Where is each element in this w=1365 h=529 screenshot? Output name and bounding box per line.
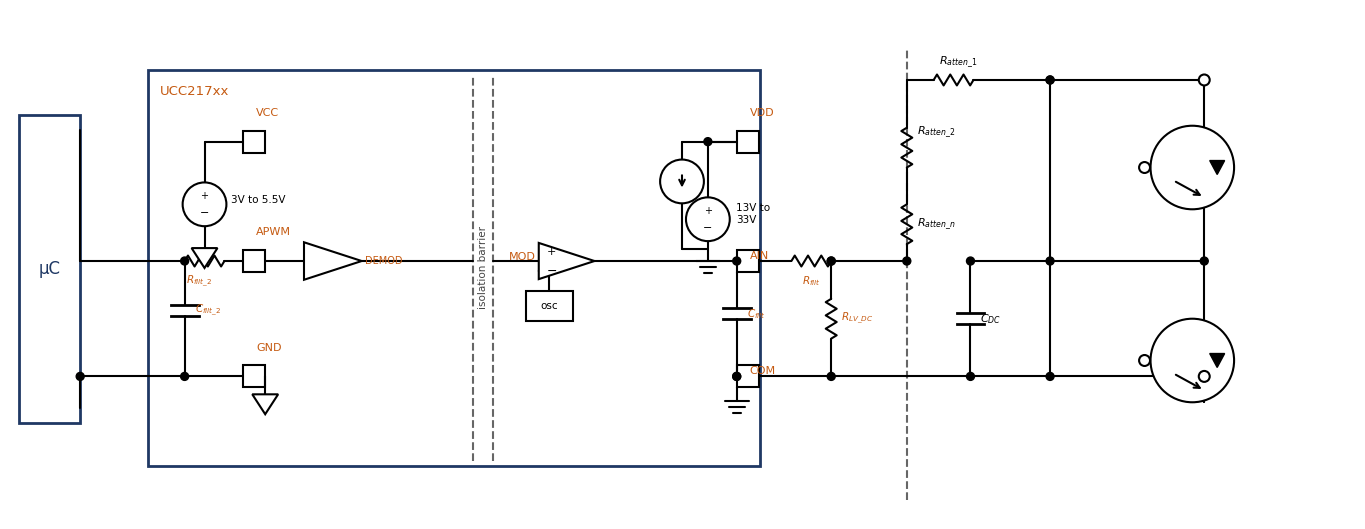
Text: −: −: [703, 223, 713, 233]
FancyBboxPatch shape: [19, 115, 81, 423]
Circle shape: [687, 197, 730, 241]
Text: 3V to 5.5V: 3V to 5.5V: [232, 195, 285, 205]
Text: $C_{filt}$: $C_{filt}$: [747, 307, 766, 321]
Text: VDD: VDD: [749, 108, 774, 118]
Polygon shape: [191, 248, 217, 268]
FancyBboxPatch shape: [243, 366, 265, 387]
Circle shape: [661, 160, 704, 203]
Text: $C_{DC}$: $C_{DC}$: [980, 312, 1002, 326]
Circle shape: [1200, 76, 1208, 84]
FancyBboxPatch shape: [147, 70, 759, 466]
Text: MOD: MOD: [509, 252, 536, 262]
Circle shape: [1198, 75, 1209, 86]
Text: $C_{filt\_2}$: $C_{filt\_2}$: [195, 303, 221, 318]
FancyBboxPatch shape: [526, 291, 572, 321]
Circle shape: [1200, 257, 1208, 265]
Circle shape: [966, 257, 975, 265]
Text: −: −: [546, 264, 557, 278]
Circle shape: [704, 138, 711, 145]
FancyBboxPatch shape: [243, 131, 265, 152]
Text: $R_{atten\_n}$: $R_{atten\_n}$: [917, 216, 956, 232]
Text: +: +: [704, 206, 713, 216]
FancyBboxPatch shape: [737, 131, 759, 152]
Text: $R_{atten\_1}$: $R_{atten\_1}$: [939, 54, 977, 70]
Circle shape: [183, 183, 227, 226]
Text: AIN: AIN: [749, 251, 768, 261]
Circle shape: [180, 372, 188, 380]
Circle shape: [733, 372, 741, 380]
Circle shape: [1046, 372, 1054, 380]
Circle shape: [1198, 371, 1209, 382]
Text: APWM: APWM: [257, 227, 291, 237]
Circle shape: [733, 372, 741, 380]
Text: DEMOD: DEMOD: [364, 256, 403, 266]
Circle shape: [827, 257, 835, 265]
Polygon shape: [1209, 353, 1224, 368]
Text: μC: μC: [38, 260, 60, 278]
Circle shape: [1151, 126, 1234, 209]
FancyBboxPatch shape: [737, 366, 759, 387]
Polygon shape: [539, 243, 595, 279]
Text: $R_{atten\_2}$: $R_{atten\_2}$: [917, 125, 956, 140]
Text: COM: COM: [749, 367, 775, 377]
Text: isolation barrier: isolation barrier: [478, 226, 489, 309]
Text: +: +: [201, 191, 209, 201]
Circle shape: [733, 257, 741, 265]
Text: +: +: [547, 247, 557, 257]
Text: $R_{LV\_DC}$: $R_{LV\_DC}$: [841, 311, 874, 326]
Circle shape: [966, 372, 975, 380]
Circle shape: [76, 372, 85, 380]
Text: osc: osc: [541, 301, 558, 311]
Circle shape: [902, 257, 910, 265]
FancyBboxPatch shape: [243, 250, 265, 272]
Circle shape: [1138, 355, 1151, 366]
Circle shape: [1151, 318, 1234, 402]
Text: −: −: [199, 208, 209, 217]
Circle shape: [827, 372, 835, 380]
Circle shape: [1046, 76, 1054, 84]
Text: GND: GND: [257, 343, 281, 352]
Polygon shape: [253, 394, 278, 414]
FancyBboxPatch shape: [737, 250, 759, 272]
Polygon shape: [1209, 160, 1224, 175]
Circle shape: [180, 257, 188, 265]
Text: 13V to
33V: 13V to 33V: [736, 204, 770, 225]
Circle shape: [1046, 257, 1054, 265]
Polygon shape: [304, 242, 362, 280]
Circle shape: [827, 257, 835, 265]
Text: VCC: VCC: [257, 108, 280, 118]
Circle shape: [1138, 162, 1151, 173]
Text: UCC217xx: UCC217xx: [160, 85, 229, 98]
Text: $R_{filt}$: $R_{filt}$: [801, 274, 820, 288]
Circle shape: [1046, 76, 1054, 84]
Text: $R_{filt\_2}$: $R_{filt\_2}$: [187, 274, 213, 289]
